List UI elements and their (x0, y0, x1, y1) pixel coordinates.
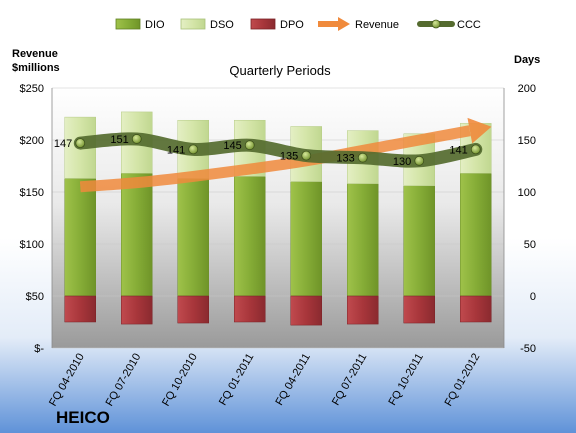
legend-label-ccc: CCC (457, 19, 481, 31)
ccc-marker (188, 144, 199, 155)
legend: DIO DSO DPO Revenue CCC (115, 17, 481, 31)
bar-dpo (64, 295, 96, 323)
legend-item-dpo: DPO (250, 18, 304, 31)
ccc-series (73, 132, 483, 168)
right-axis-tick-label: 0 (530, 291, 536, 303)
legend-label-dpo: DPO (280, 19, 304, 31)
bar-dpo (347, 295, 379, 325)
bar-dio (64, 178, 96, 297)
right-axis-ticks: -50 0 50 100 150 200 (518, 83, 536, 355)
bar-dpo (403, 295, 435, 324)
legend-item-dio: DIO (115, 18, 165, 31)
ccc-data-label: 147 (54, 138, 72, 150)
ccc-marker (357, 152, 368, 163)
bar-dio (403, 185, 435, 297)
bar-dpo (177, 295, 209, 324)
chart-subtitle: Quarterly Periods (229, 63, 331, 78)
right-axis-title: Days (514, 54, 540, 66)
right-axis-tick-label: 200 (518, 83, 536, 95)
revenue-line (79, 125, 471, 193)
ccc-data-label: 130 (393, 156, 411, 168)
left-axis-tick-label: $200 (20, 135, 44, 147)
ccc-data-labels: 147 151 141 145 135 133 130 141 (54, 134, 468, 168)
ccc-data-label: 133 (336, 153, 354, 165)
ccc-data-label: 135 (280, 151, 298, 163)
left-axis-tick-label: $- (34, 343, 44, 355)
bar-dpo (234, 295, 266, 323)
bar-dio (121, 173, 153, 297)
left-axis-tick-label: $100 (20, 239, 44, 251)
right-axis-tick-label: 150 (518, 135, 536, 147)
bar-dio (177, 178, 209, 297)
left-axis-tick-label: $250 (20, 83, 44, 95)
left-axis-title-line2: $millions (12, 62, 60, 74)
legend-label-revenue: Revenue (355, 19, 399, 31)
bar-dio (347, 183, 379, 297)
legend-item-dso: DSO (180, 18, 234, 31)
bar-dpo (121, 295, 153, 325)
ccc-marker (75, 138, 86, 149)
ccc-data-label: 141 (449, 144, 467, 156)
ccc-marker (470, 144, 481, 155)
left-axis-title-line1: Revenue (12, 48, 58, 60)
bar-dpo (460, 295, 492, 323)
ccc-data-label: 145 (223, 140, 241, 152)
legend-label-dio: DIO (145, 19, 165, 31)
revenue-series (79, 117, 492, 193)
bar-dpo (290, 295, 322, 326)
right-axis-tick-label: -50 (520, 343, 536, 355)
right-axis-tick-label: 50 (524, 239, 536, 251)
left-axis-ticks: $- $50 $100 $150 $200 $250 (20, 83, 45, 355)
ccc-marker (301, 150, 312, 161)
ccc-marker (414, 155, 425, 166)
legend-item-ccc: CCC (417, 19, 481, 31)
company-name: HEICO (56, 408, 110, 427)
ccc-data-label: 151 (110, 134, 128, 146)
revenue-arrowhead (467, 117, 492, 144)
legend-item-revenue: Revenue (318, 17, 399, 31)
ccc-data-label: 141 (167, 144, 185, 156)
left-axis-tick-label: $50 (26, 291, 44, 303)
left-axis-tick-label: $150 (20, 187, 44, 199)
legend-label-dso: DSO (210, 19, 234, 31)
bar-dio (460, 173, 492, 297)
ccc-marker (244, 140, 255, 151)
bar-dio (290, 181, 322, 297)
plot-area (52, 88, 504, 348)
bar-dio (234, 176, 266, 297)
bar-series (64, 111, 492, 326)
ccc-marker (131, 134, 142, 144)
right-axis-tick-label: 100 (518, 187, 536, 199)
